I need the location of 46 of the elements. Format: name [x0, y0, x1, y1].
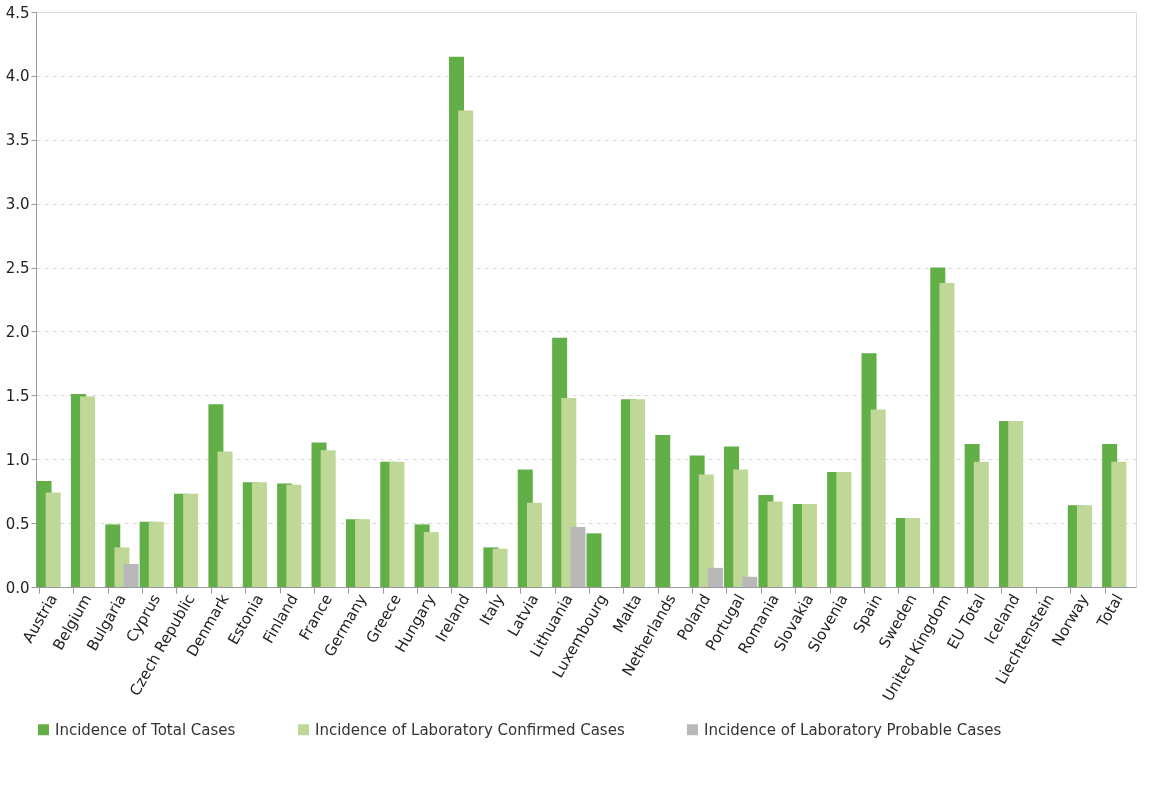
bar [123, 564, 139, 587]
bar [423, 532, 439, 587]
bar [1111, 461, 1127, 587]
bar [526, 502, 542, 587]
y-tick-label: 3.0 [5, 195, 30, 214]
bar [733, 469, 749, 587]
bar [286, 484, 302, 587]
bar [148, 521, 164, 587]
legend-label: Incidence of Total Cases [55, 720, 236, 739]
y-tick-label: 0.0 [5, 578, 30, 597]
bar [492, 548, 508, 587]
bar [655, 434, 671, 587]
y-tick-label: 4.0 [5, 67, 30, 86]
bar [570, 526, 586, 587]
bar [1008, 420, 1024, 587]
y-tick-label: 1.0 [5, 450, 30, 469]
legend-label: Incidence of Laboratory Probable Cases [704, 720, 1002, 739]
bar [355, 519, 371, 587]
bar [183, 493, 199, 587]
legend-label: Incidence of Laboratory Confirmed Cases [315, 720, 625, 739]
y-tick-label: 1.5 [5, 386, 30, 405]
y-tick-label: 2.5 [5, 259, 30, 278]
bar [801, 503, 817, 587]
y-tick-label: 2.0 [5, 322, 30, 341]
bar [905, 518, 921, 587]
bar [1076, 505, 1092, 587]
y-tick-label: 4.5 [5, 3, 30, 22]
bar [45, 492, 61, 587]
bar [217, 451, 233, 587]
bar [80, 396, 96, 587]
bar [586, 533, 602, 587]
bar [973, 461, 989, 587]
y-tick-label: 0.5 [5, 514, 30, 533]
bar [939, 282, 955, 587]
bar [767, 501, 783, 587]
y-tick-label: 3.5 [5, 131, 30, 150]
bar [251, 482, 267, 587]
bar [836, 472, 852, 587]
bar [389, 461, 405, 587]
bar [707, 567, 723, 587]
bar [320, 450, 336, 587]
bar [870, 409, 886, 587]
bar [630, 399, 646, 587]
bar [698, 474, 714, 587]
bar [458, 110, 474, 587]
bar [742, 576, 758, 587]
